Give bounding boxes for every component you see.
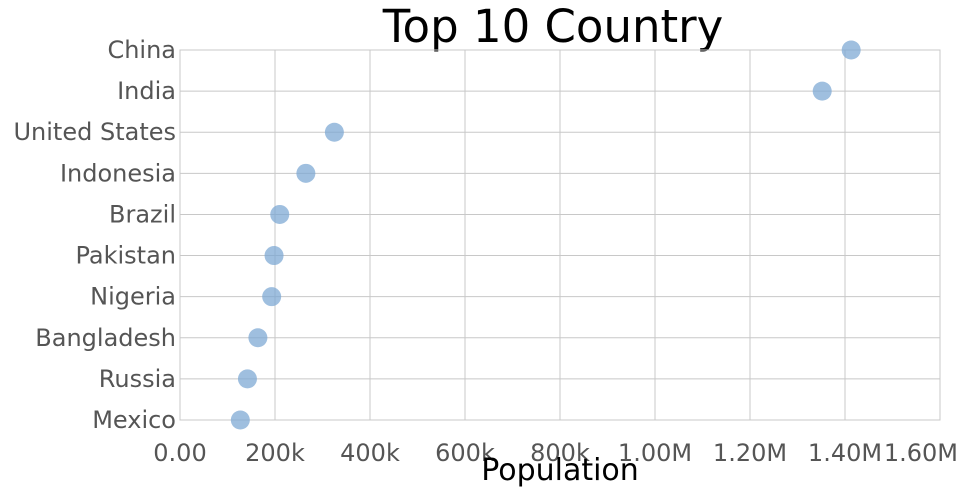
y-axis-tick-labels: China India United States Indonesia Brazil Pa… bbox=[13, 36, 176, 434]
data-point bbox=[264, 246, 284, 266]
data-point bbox=[262, 287, 282, 307]
x-tick-label: 1.40M bbox=[808, 439, 882, 467]
y-tick-label: Nigeria bbox=[90, 283, 176, 311]
y-tick-label: China bbox=[107, 36, 176, 64]
x-tick-label: 800k bbox=[530, 439, 590, 467]
y-tick-label: Indonesia bbox=[60, 159, 176, 187]
y-tick-label: Russia bbox=[99, 365, 176, 393]
data-point bbox=[230, 410, 250, 430]
x-tick-label: 400k bbox=[340, 439, 400, 467]
x-tick-label: 600k bbox=[435, 439, 495, 467]
x-tick-label: 0.00 bbox=[153, 439, 206, 467]
data-point bbox=[270, 204, 290, 224]
plot-frame bbox=[179, 49, 941, 421]
data-point bbox=[237, 369, 257, 389]
y-tick-label: Mexico bbox=[92, 406, 176, 434]
data-points bbox=[230, 40, 861, 430]
x-tick-label: 1.20M bbox=[713, 439, 787, 467]
x-tick-label: 1.00M bbox=[618, 439, 692, 467]
y-tick-label: India bbox=[117, 77, 176, 105]
y-tick-label: Pakistan bbox=[76, 242, 177, 270]
data-point bbox=[296, 163, 316, 183]
x-axis-tick-labels: 0.00 200k 400k 600k 800k 1.00M 1.20M 1.40M 1.60M bbox=[153, 439, 958, 467]
y-tick-label: United States bbox=[13, 118, 176, 146]
x-axis-label: Population bbox=[481, 453, 639, 488]
chart-title: Top 10 Country bbox=[382, 0, 724, 53]
x-tick-label: 1.60M bbox=[884, 439, 958, 467]
data-point bbox=[841, 40, 861, 60]
x-tick-label: 200k bbox=[245, 439, 305, 467]
y-tick-label: Brazil bbox=[109, 200, 176, 228]
data-point bbox=[248, 328, 268, 348]
data-point bbox=[324, 122, 344, 142]
data-point bbox=[812, 81, 832, 101]
grid bbox=[179, 49, 941, 421]
y-tick-label: Bangladesh bbox=[35, 324, 176, 352]
